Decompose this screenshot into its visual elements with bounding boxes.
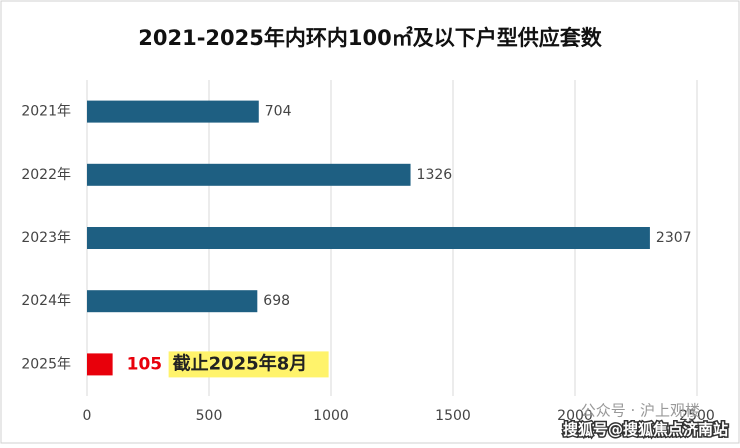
bar: [87, 163, 411, 186]
y-tick-label: 2023年: [21, 230, 71, 246]
value-label: 105: [127, 354, 162, 374]
y-tick-label: 2021年: [21, 104, 71, 120]
x-tick-label: 500: [196, 408, 223, 424]
bar: [87, 227, 650, 249]
watermark: 搜狐号@搜狐焦点济南站: [563, 421, 728, 439]
value-label: 1326: [417, 167, 453, 183]
watermark: 公众号 · 沪上观楼: [581, 402, 700, 420]
x-tick-label: 1000: [313, 408, 349, 424]
annotation: 截止2025年8月: [173, 352, 308, 374]
value-label: 2307: [656, 230, 692, 246]
bar: [87, 353, 113, 376]
annotation-highlight: [168, 351, 329, 378]
chart-title: 2021-2025年内环内100㎡及以下户型供应套数: [138, 26, 602, 50]
y-tick-label: 2025年: [21, 356, 71, 372]
y-tick-label: 2022年: [21, 167, 71, 183]
x-tick-label: 2500: [679, 408, 715, 424]
x-tick-label: 1500: [435, 408, 471, 424]
value-label: 704: [265, 104, 292, 120]
x-tick-label: 2000: [557, 408, 593, 424]
value-label: 698: [263, 293, 290, 309]
bar: [87, 100, 259, 123]
y-tick-label: 2024年: [21, 293, 71, 309]
x-tick-label: 0: [83, 408, 92, 424]
bar: [87, 290, 258, 313]
